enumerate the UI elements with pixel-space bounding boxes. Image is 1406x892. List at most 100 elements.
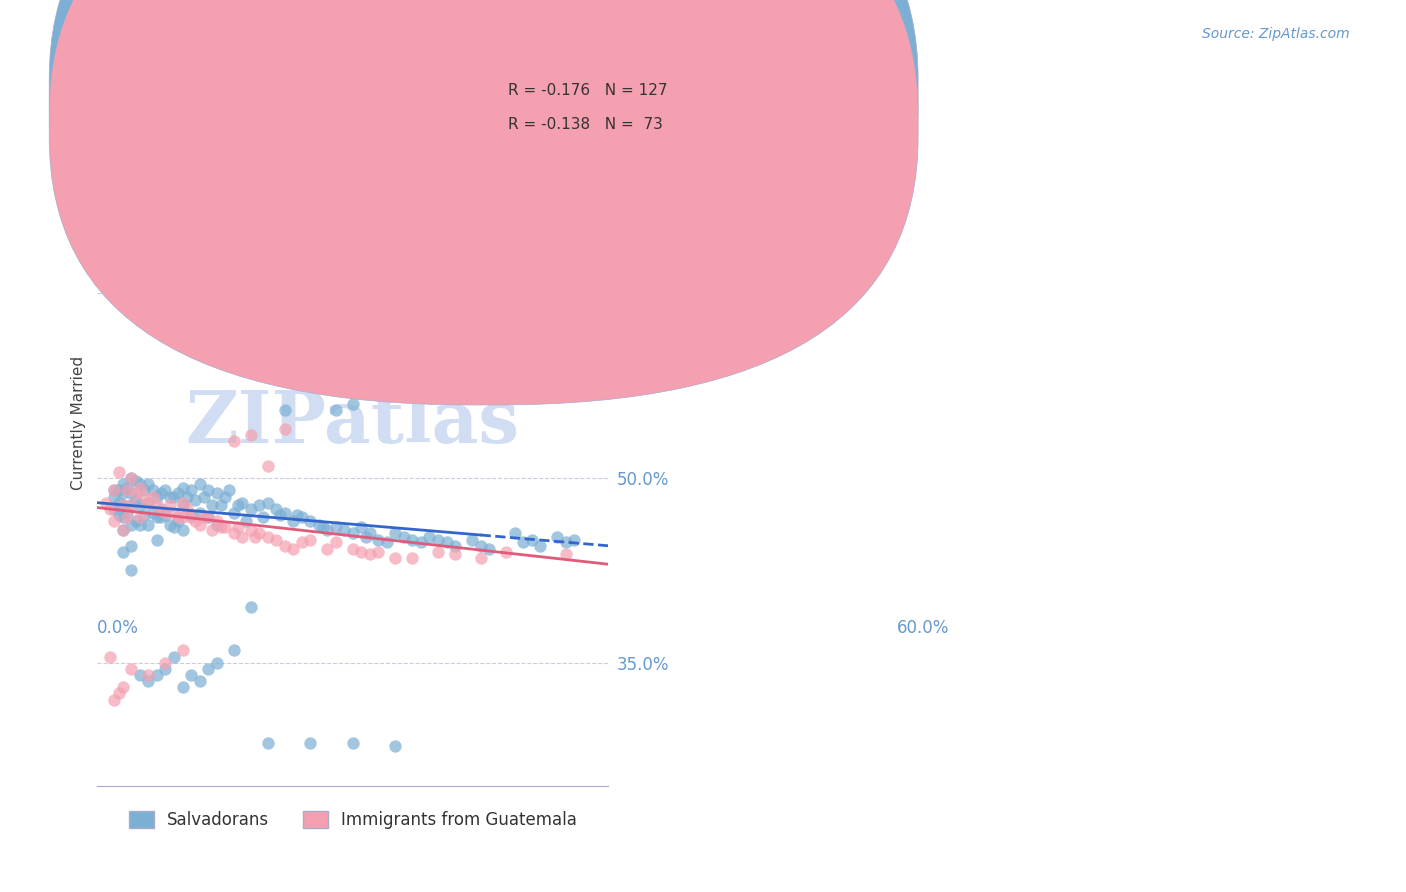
- Point: [235, 514, 257, 528]
- Point: [159, 517, 181, 532]
- Point: [201, 523, 224, 537]
- Text: 0.0%: 0.0%: [97, 619, 139, 637]
- Point: [342, 542, 364, 557]
- Point: [418, 530, 440, 544]
- Point: [155, 506, 177, 520]
- Point: [180, 483, 202, 498]
- Point: [167, 514, 190, 528]
- Point: [98, 501, 121, 516]
- Point: [150, 510, 173, 524]
- Point: [107, 686, 129, 700]
- Point: [197, 662, 219, 676]
- Point: [167, 510, 190, 524]
- Point: [120, 662, 142, 676]
- Text: R = -0.138   N =  73: R = -0.138 N = 73: [508, 118, 662, 132]
- Point: [103, 514, 125, 528]
- Point: [222, 434, 245, 449]
- Point: [142, 506, 165, 520]
- Point: [155, 662, 177, 676]
- Point: [367, 545, 389, 559]
- Point: [155, 483, 177, 498]
- Point: [291, 535, 314, 549]
- Point: [129, 510, 152, 524]
- Point: [180, 510, 202, 524]
- Point: [325, 520, 347, 534]
- Point: [427, 533, 450, 547]
- Point: [222, 526, 245, 541]
- Point: [180, 508, 202, 522]
- Point: [138, 496, 160, 510]
- Point: [155, 508, 177, 522]
- Point: [495, 545, 517, 559]
- Point: [283, 514, 305, 528]
- Point: [120, 517, 142, 532]
- Point: [562, 533, 585, 547]
- Point: [354, 530, 377, 544]
- Point: [209, 520, 232, 534]
- Point: [256, 530, 278, 544]
- Point: [436, 535, 458, 549]
- Point: [444, 539, 467, 553]
- Y-axis label: Currently Married: Currently Married: [72, 356, 86, 490]
- Point: [146, 533, 169, 547]
- Point: [111, 477, 134, 491]
- Point: [124, 486, 146, 500]
- Point: [461, 533, 484, 547]
- Point: [444, 548, 467, 562]
- Point: [470, 551, 492, 566]
- Point: [188, 506, 211, 520]
- Point: [188, 477, 211, 491]
- Point: [359, 548, 381, 562]
- Point: [184, 514, 207, 528]
- Text: R = -0.176   N = 127: R = -0.176 N = 127: [508, 84, 666, 98]
- Point: [138, 477, 160, 491]
- Point: [299, 533, 322, 547]
- Point: [342, 736, 364, 750]
- Point: [197, 510, 219, 524]
- Point: [247, 526, 270, 541]
- Point: [264, 533, 287, 547]
- Point: [247, 498, 270, 512]
- Point: [222, 506, 245, 520]
- Point: [146, 498, 169, 512]
- Point: [239, 600, 262, 615]
- Point: [124, 474, 146, 488]
- Point: [129, 517, 152, 532]
- Point: [512, 535, 534, 549]
- Point: [546, 530, 568, 544]
- Point: [138, 517, 160, 532]
- Point: [359, 526, 381, 541]
- Point: [205, 486, 228, 500]
- Point: [478, 542, 501, 557]
- Point: [134, 490, 156, 504]
- Point: [470, 539, 492, 553]
- Point: [384, 526, 406, 541]
- Point: [150, 486, 173, 500]
- Point: [316, 523, 339, 537]
- Point: [283, 542, 305, 557]
- Point: [273, 403, 295, 417]
- Point: [273, 539, 295, 553]
- Point: [167, 486, 190, 500]
- Point: [243, 530, 266, 544]
- Point: [176, 501, 198, 516]
- Point: [120, 498, 142, 512]
- Point: [188, 674, 211, 689]
- Point: [401, 533, 423, 547]
- Point: [120, 471, 142, 485]
- Point: [264, 501, 287, 516]
- Point: [163, 520, 186, 534]
- Point: [222, 643, 245, 657]
- Point: [124, 493, 146, 508]
- Point: [529, 539, 551, 553]
- Point: [201, 498, 224, 512]
- Point: [134, 483, 156, 498]
- Point: [172, 481, 194, 495]
- Point: [375, 535, 398, 549]
- Point: [218, 483, 240, 498]
- Point: [111, 498, 134, 512]
- Point: [172, 643, 194, 657]
- Point: [239, 523, 262, 537]
- Point: [159, 498, 181, 512]
- Point: [146, 490, 169, 504]
